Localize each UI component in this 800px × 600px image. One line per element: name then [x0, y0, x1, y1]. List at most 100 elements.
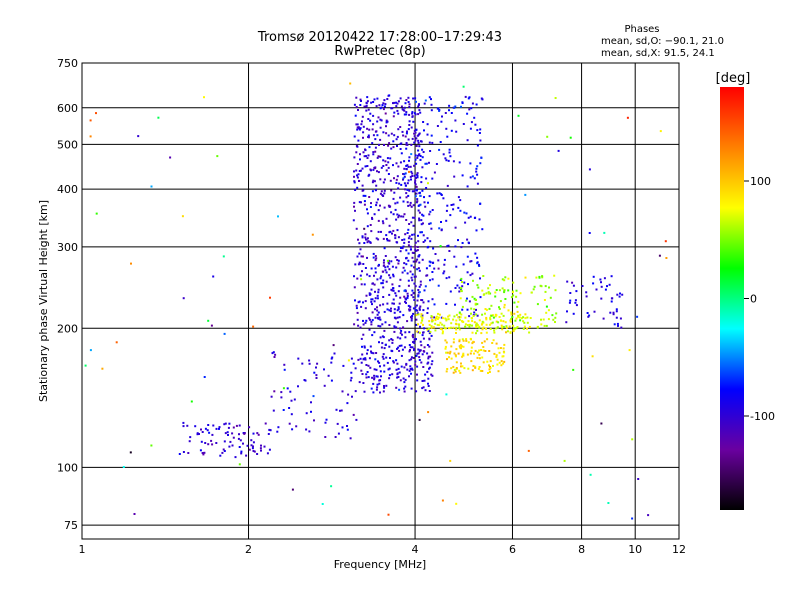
data-point [264, 422, 267, 425]
data-point [445, 341, 448, 344]
data-point [458, 340, 461, 343]
data-point [407, 241, 410, 244]
data-point [400, 152, 403, 155]
y-tick-label: 75 [64, 519, 78, 532]
data-point [549, 296, 552, 299]
data-point [383, 347, 386, 350]
data-point [286, 387, 289, 390]
data-point [398, 388, 401, 391]
data-point [415, 314, 418, 317]
data-point [364, 194, 367, 197]
data-point [503, 360, 506, 363]
data-point [382, 303, 385, 306]
data-point [354, 189, 357, 191]
data-point [392, 273, 395, 276]
x-tick-label: 6 [509, 543, 516, 556]
data-point [424, 239, 427, 242]
data-point [327, 374, 330, 377]
data-point [464, 221, 467, 224]
data-point [407, 259, 410, 262]
data-point [330, 485, 333, 488]
data-point [444, 327, 447, 330]
data-point [381, 323, 384, 326]
data-point [552, 318, 555, 321]
data-point [423, 346, 426, 349]
data-point [468, 300, 471, 303]
data-point [248, 448, 251, 451]
data-point [416, 299, 419, 302]
data-point [391, 107, 394, 110]
data-point [403, 390, 406, 393]
data-point [420, 321, 423, 324]
data-point [186, 424, 189, 427]
data-point [450, 322, 453, 325]
data-point [418, 356, 421, 359]
data-point [554, 321, 556, 323]
data-point [463, 367, 466, 370]
data-point [355, 106, 358, 108]
data-point [588, 314, 591, 317]
data-point [239, 439, 242, 442]
data-point [407, 96, 410, 99]
data-point [377, 219, 380, 222]
data-point [231, 432, 234, 435]
data-point [237, 437, 240, 440]
data-point [336, 422, 339, 425]
data-point [372, 391, 375, 394]
data-point [384, 321, 387, 324]
data-point [410, 356, 413, 359]
data-point [419, 349, 422, 352]
data-point [466, 255, 469, 258]
data-point [498, 307, 501, 310]
data-point [459, 297, 462, 300]
data-point [393, 316, 396, 319]
data-point [478, 132, 481, 134]
data-point [585, 295, 588, 298]
data-point [375, 352, 378, 354]
data-point [418, 219, 421, 222]
data-point [469, 162, 472, 165]
data-point [359, 128, 361, 131]
data-point [517, 314, 520, 317]
data-point [421, 258, 424, 261]
data-point [488, 368, 491, 371]
data-point [399, 97, 402, 100]
data-point [403, 366, 406, 369]
data-point [407, 194, 410, 197]
data-point [400, 344, 403, 347]
data-point [388, 274, 391, 277]
data-point [368, 196, 371, 198]
data-point [203, 96, 205, 99]
data-point [453, 106, 456, 109]
data-point [410, 317, 413, 320]
data-point [488, 350, 491, 352]
data-point [612, 311, 615, 314]
data-point [402, 377, 405, 380]
data-point [664, 240, 667, 243]
data-point [372, 252, 375, 255]
data-point [385, 271, 388, 274]
data-point [455, 328, 458, 331]
data-point [390, 189, 393, 192]
data-point [522, 316, 525, 319]
data-point [368, 275, 371, 278]
data-point [361, 255, 364, 258]
data-point [228, 422, 231, 425]
data-point [479, 162, 482, 165]
data-point [366, 157, 369, 159]
data-point [366, 371, 369, 373]
data-point [367, 136, 370, 138]
data-point [396, 109, 399, 112]
data-point [392, 360, 395, 363]
data-point [413, 112, 416, 115]
data-point [575, 304, 578, 307]
data-point [520, 317, 523, 320]
data-point [405, 111, 408, 114]
data-point [228, 445, 231, 448]
data-point [370, 230, 373, 233]
data-point [501, 328, 504, 331]
data-point [449, 326, 452, 329]
colorbar-tick-label: 100 [750, 175, 771, 188]
data-point [489, 367, 492, 369]
data-point [418, 359, 421, 361]
